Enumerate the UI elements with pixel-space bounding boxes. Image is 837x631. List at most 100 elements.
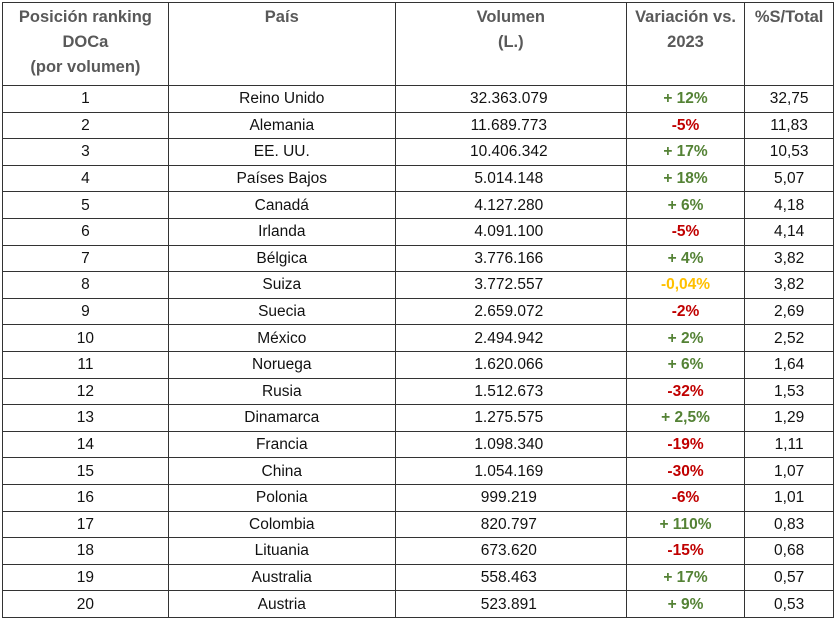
share-cell: 5,07 (744, 164, 834, 193)
table-row: 11 Noruega 1.620.066 + 6% 1,64 (2, 350, 834, 379)
header-variation-line-1: Variación vs. (635, 8, 736, 26)
table-row: 1 Reino Unido 32.363.079 + 12% 32,75 (2, 85, 834, 113)
rank-cell: 2 (2, 111, 169, 140)
country-cell: Bélgica (167, 244, 396, 273)
variation-cell: -5% (625, 217, 746, 246)
variation-cell: -0,04% (625, 271, 746, 299)
country-cell: Irlanda (167, 217, 396, 246)
rank-cell: 10 (2, 324, 169, 352)
variation-cell: -32% (625, 377, 746, 406)
header-volume: Volumen (L.) (394, 2, 627, 86)
variation-cell: -19% (625, 430, 746, 459)
volume-cell: 673.620 (394, 537, 627, 565)
rank-cell: 6 (2, 217, 169, 246)
volume-cell: 1.512.673 (394, 377, 627, 406)
volume-cell: 2.659.072 (394, 297, 627, 326)
header-position-line-2: DOCa (62, 33, 109, 51)
country-cell: Países Bajos (167, 164, 396, 193)
volume-cell: 3.772.557 (394, 271, 627, 299)
country-cell: Suecia (167, 297, 396, 326)
rank-cell: 14 (2, 430, 169, 459)
country-cell: Lituania (167, 537, 396, 565)
share-cell: 1,11 (744, 430, 834, 459)
variation-cell: + 2,5% (625, 404, 746, 432)
variation-cell: -30% (625, 457, 746, 485)
rank-cell: 8 (2, 271, 169, 299)
variation-cell: -5% (625, 111, 746, 140)
share-cell: 2,69 (744, 297, 834, 326)
country-cell: Francia (167, 430, 396, 459)
table-row: 19 Australia 558.463 + 17% 0,57 (2, 563, 834, 592)
table-row: 5 Canadá 4.127.280 + 6% 4,18 (2, 191, 834, 219)
variation-cell: + 18% (625, 164, 746, 193)
share-cell: 0,53 (744, 590, 834, 618)
variation-cell: -2% (625, 297, 746, 326)
rank-cell: 15 (2, 457, 169, 485)
volume-cell: 4.127.280 (394, 191, 627, 219)
rank-cell: 1 (2, 85, 169, 113)
table-row: 3 EE. UU. 10.406.342 + 17% 10,53 (2, 138, 834, 166)
country-cell: Dinamarca (167, 404, 396, 432)
table-row: 13 Dinamarca 1.275.575 + 2,5% 1,29 (2, 404, 834, 432)
volume-cell: 32.363.079 (394, 85, 627, 113)
country-cell: Colombia (167, 510, 396, 539)
rank-cell: 18 (2, 537, 169, 565)
variation-cell: + 17% (625, 138, 746, 166)
table-row: 2 Alemania 11.689.773 -5% 11,83 (2, 111, 834, 140)
table-row: 12 Rusia 1.512.673 -32% 1,53 (2, 377, 834, 406)
share-cell: 0,83 (744, 510, 834, 539)
rank-cell: 4 (2, 164, 169, 193)
variation-cell: -6% (625, 483, 746, 512)
table-row: 9 Suecia 2.659.072 -2% 2,69 (2, 297, 834, 326)
volume-cell: 1.054.169 (394, 457, 627, 485)
country-cell: Suiza (167, 271, 396, 299)
volume-cell: 1.620.066 (394, 350, 627, 379)
volume-cell: 558.463 (394, 563, 627, 592)
share-cell: 32,75 (744, 85, 834, 113)
ranking-table: Posición ranking DOCa (por volumen) País… (2, 2, 834, 618)
rank-cell: 3 (2, 138, 169, 166)
volume-cell: 3.776.166 (394, 244, 627, 273)
table-row: 18 Lituania 673.620 -15% 0,68 (2, 537, 834, 565)
table-row: 10 México 2.494.942 + 2% 2,52 (2, 324, 834, 352)
header-position-line-3: (por volumen) (30, 58, 141, 76)
volume-cell: 10.406.342 (394, 138, 627, 166)
variation-cell: + 9% (625, 590, 746, 618)
share-cell: 1,64 (744, 350, 834, 379)
share-cell: 1,07 (744, 457, 834, 485)
variation-cell: + 6% (625, 191, 746, 219)
rank-cell: 19 (2, 563, 169, 592)
variation-cell: + 2% (625, 324, 746, 352)
variation-cell: + 17% (625, 563, 746, 592)
volume-cell: 2.494.942 (394, 324, 627, 352)
country-cell: Rusia (167, 377, 396, 406)
table-row: 14 Francia 1.098.340 -19% 1,11 (2, 430, 834, 459)
country-cell: Canadá (167, 191, 396, 219)
volume-cell: 4.091.100 (394, 217, 627, 246)
share-cell: 4,14 (744, 217, 834, 246)
table-row: 16 Polonia 999.219 -6% 1,01 (2, 483, 834, 512)
country-cell: Austria (167, 590, 396, 618)
share-cell: 11,83 (744, 111, 834, 140)
volume-cell: 523.891 (394, 590, 627, 618)
country-cell: China (167, 457, 396, 485)
variation-cell: + 6% (625, 350, 746, 379)
share-cell: 3,82 (744, 244, 834, 273)
table-row: 6 Irlanda 4.091.100 -5% 4,14 (2, 217, 834, 246)
country-cell: México (167, 324, 396, 352)
country-cell: Australia (167, 563, 396, 592)
share-cell: 1,29 (744, 404, 834, 432)
table-row: 7 Bélgica 3.776.166 + 4% 3,82 (2, 244, 834, 273)
share-cell: 0,57 (744, 563, 834, 592)
variation-cell: + 12% (625, 85, 746, 113)
header-variation: Variación vs. 2023 (625, 2, 746, 86)
volume-cell: 1.098.340 (394, 430, 627, 459)
share-cell: 0,68 (744, 537, 834, 565)
header-volume-line-1: Volumen (476, 8, 546, 26)
country-cell: Reino Unido (167, 85, 396, 113)
share-cell: 3,82 (744, 271, 834, 299)
volume-cell: 5.014.148 (394, 164, 627, 193)
rank-cell: 13 (2, 404, 169, 432)
variation-cell: + 4% (625, 244, 746, 273)
country-cell: Alemania (167, 111, 396, 140)
